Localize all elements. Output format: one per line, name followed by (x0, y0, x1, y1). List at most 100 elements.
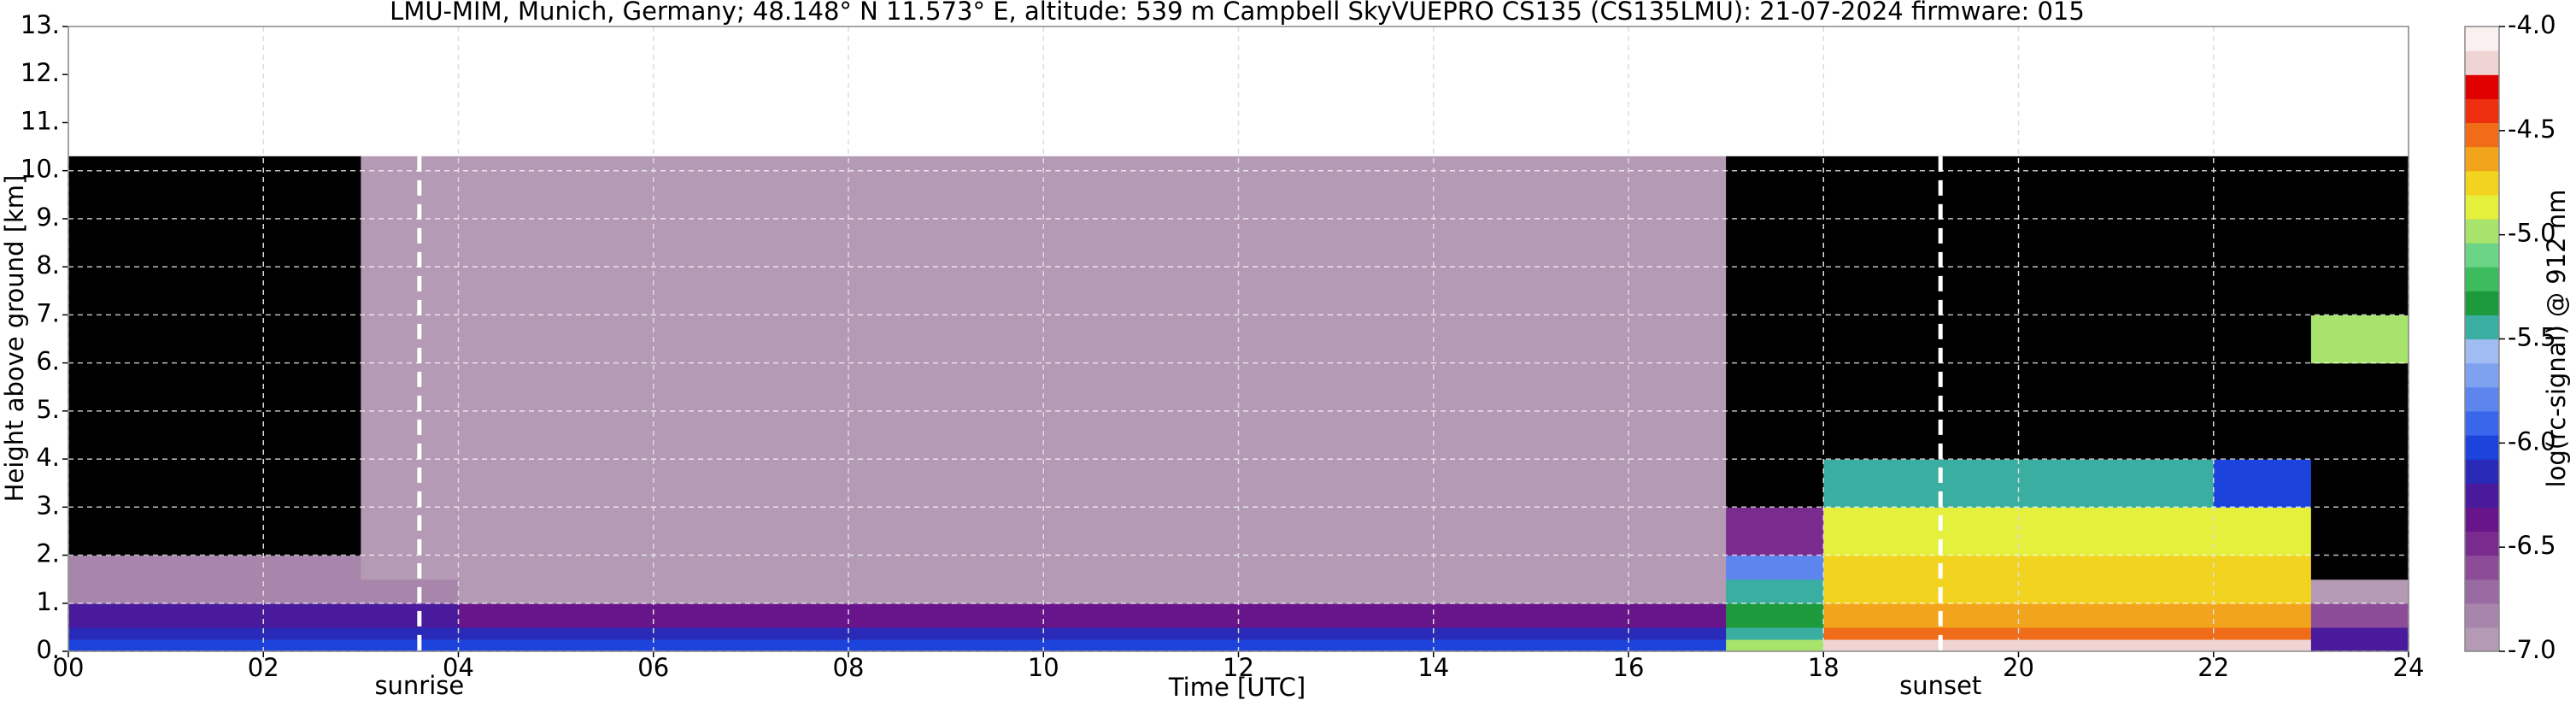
heatmap-cell (750, 579, 849, 604)
heatmap-cell (653, 627, 752, 640)
x-tick-label: 10 (1028, 653, 1059, 682)
heatmap-cell (2213, 555, 2312, 580)
heatmap-cell (1141, 507, 1240, 556)
x-tick-label: 22 (2198, 653, 2229, 682)
heatmap-cell (2018, 638, 2117, 652)
heatmap-cell (946, 315, 1044, 364)
heatmap-cell (1921, 603, 2020, 628)
heatmap-cell (68, 267, 167, 315)
heatmap-cell (1921, 267, 2020, 315)
heatmap-cell (1043, 507, 1141, 556)
y-tick-label: 6. (36, 347, 60, 376)
y-tick-label: 10. (21, 155, 60, 184)
heatmap-cell (263, 218, 361, 268)
heatmap-cell (1628, 362, 1727, 412)
heatmap-cell (848, 638, 947, 652)
heatmap-cell (848, 627, 947, 640)
heatmap-cell (2018, 315, 2117, 364)
y-tick-label: 11. (21, 106, 60, 135)
y-tick-label: 1. (36, 587, 60, 616)
heatmap-cell (166, 362, 264, 412)
heatmap-cell (1433, 638, 1532, 652)
heatmap-cell (1141, 410, 1240, 460)
heatmap-cell (1043, 459, 1141, 508)
heatmap-cell (1726, 627, 1824, 640)
heatmap-cell (1335, 459, 1435, 508)
heatmap-cell (1823, 507, 1922, 556)
heatmap-cell (1726, 218, 1824, 268)
heatmap-cell (2018, 362, 2117, 412)
colorbar-swatch (2465, 122, 2499, 148)
heatmap-cell (2310, 555, 2409, 580)
heatmap-cell (555, 603, 654, 628)
heatmap-cell (166, 627, 264, 640)
colorbar-swatch (2465, 434, 2499, 460)
heatmap-cell (68, 218, 167, 268)
y-tick-label: 0. (36, 635, 60, 664)
heatmap-cell (946, 267, 1044, 315)
heatmap-cell (555, 638, 654, 652)
heatmap-cell (1141, 156, 1240, 220)
heatmap-cell (2018, 410, 2117, 460)
y-tick-label: 7. (36, 298, 60, 327)
heatmap-cell (653, 362, 752, 412)
heatmap-cell (1335, 579, 1435, 604)
heatmap-cell (1726, 603, 1824, 628)
heatmap-cell (458, 603, 557, 628)
heatmap-cell (1238, 315, 1337, 364)
annotation-label: sunset (1899, 671, 1981, 700)
heatmap-cell (166, 315, 264, 364)
heatmap-cell (2018, 555, 2117, 580)
heatmap-cell (946, 507, 1044, 556)
heatmap-cell (653, 410, 752, 460)
heatmap-cell (750, 638, 849, 652)
heatmap-cell (458, 459, 557, 508)
y-tick-label: 8. (36, 250, 60, 279)
heatmap-cell (750, 627, 849, 640)
heatmap-cell (653, 507, 752, 556)
heatmap-cell (750, 267, 849, 315)
heatmap-cell (1433, 315, 1532, 364)
heatmap-cell (2115, 627, 2215, 640)
y-tick-label: 12. (21, 58, 60, 87)
heatmap-cell (1921, 156, 2020, 220)
heatmap-cell (1530, 362, 1629, 412)
heatmap-cell (2213, 315, 2312, 364)
heatmap-cell (361, 315, 460, 364)
heatmap-cell (1433, 603, 1532, 628)
heatmap-cell (1141, 218, 1240, 268)
x-tick-label: 14 (1417, 653, 1449, 682)
chart-title: LMU-MIM, Munich, Germany; 48.148° N 11.5… (390, 0, 2085, 26)
heatmap-cell (2115, 315, 2215, 364)
heatmap-cell (1238, 156, 1337, 220)
x-tick-label: 18 (1808, 653, 1840, 682)
heatmap-cell (1823, 638, 1922, 652)
x-tick-label: 16 (1613, 653, 1645, 682)
heatmap-cell (263, 156, 361, 220)
colorbar-swatch (2465, 291, 2499, 315)
heatmap-cell (2115, 579, 2215, 604)
heatmap-cell (1530, 627, 1629, 640)
heatmap-cell (848, 267, 947, 315)
heatmap-cell (1238, 627, 1337, 640)
heatmap-cell (1433, 362, 1532, 412)
heatmap-cell (848, 315, 947, 364)
colorbar-swatch (2465, 267, 2499, 291)
heatmap-cell (1238, 603, 1337, 628)
heatmap-cell (458, 579, 557, 604)
heatmap-cell (1823, 315, 1922, 364)
heatmap-cell (1335, 603, 1435, 628)
heatmap-cell (458, 555, 557, 580)
heatmap-cell (1530, 267, 1629, 315)
heatmap-cell (68, 459, 167, 508)
heatmap-cell (2310, 218, 2409, 268)
heatmap-cell (2310, 156, 2409, 220)
heatmap-cell (166, 579, 264, 604)
heatmap-cell (1433, 507, 1532, 556)
heatmap-cell (1238, 410, 1337, 460)
heatmap-cell (1141, 638, 1240, 652)
heatmap-cell (1823, 579, 1922, 604)
y-tick-label: 5. (36, 395, 60, 424)
heatmap-cell (263, 410, 361, 460)
heatmap-cell (1530, 156, 1629, 220)
